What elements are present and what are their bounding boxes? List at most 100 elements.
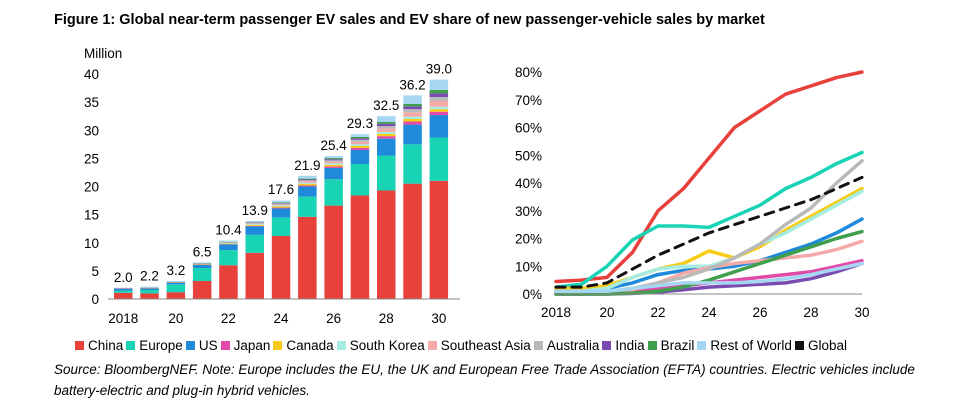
bar-china-2021 <box>192 281 212 299</box>
bar-canada-2024 <box>271 206 291 208</box>
legend-label: India <box>615 338 645 353</box>
bar-europe-2027 <box>350 164 370 196</box>
bar-rest-of-world-2028 <box>377 116 396 122</box>
line-x-tick-label: 22 <box>650 305 665 320</box>
bar-rest-of-world-2027 <box>350 134 370 137</box>
bar-canada-2027 <box>350 146 370 148</box>
line-y-tick-label: 50% <box>515 148 542 163</box>
line-y-tick-label: 30% <box>515 204 542 219</box>
bar-south-korea-2028 <box>377 131 396 134</box>
bar-us-2021 <box>192 264 212 269</box>
bar-south-korea-2021 <box>192 263 212 265</box>
bar-europe-2021 <box>192 268 212 281</box>
bar-japan-2025 <box>298 185 317 187</box>
bar-china-2018 <box>114 292 133 299</box>
bar-china-2029 <box>403 183 422 299</box>
bar-europe-2020 <box>166 284 186 293</box>
bar-india-2029 <box>403 106 422 110</box>
bar-india-2027 <box>350 138 370 140</box>
legend-item-brazil: Brazil <box>647 338 695 353</box>
bar-x-tick-label: 20 <box>168 311 183 326</box>
legend-swatch <box>794 341 804 350</box>
bar-australia-2029 <box>403 109 422 113</box>
bar-europe-2019 <box>140 290 159 294</box>
line-y-tick-label: 60% <box>515 121 542 136</box>
legend-label: US <box>198 338 218 353</box>
legend-label: Canada <box>286 338 334 353</box>
bar-canada-2030 <box>429 109 449 112</box>
bar-australia-2025 <box>298 180 317 182</box>
bar-china-2019 <box>140 293 159 299</box>
legend: China Europe US Japan Canada South Korea South… <box>75 338 850 353</box>
bar-chart-total-labels: 2.0 2.2 3.2 6.510.413.917.621.925.4 29.332.5… <box>114 62 452 285</box>
bar-southeast-asia-2028 <box>377 128 396 132</box>
bar-brazil-2025 <box>298 178 317 180</box>
bar-canada-2023 <box>245 225 264 226</box>
line-x-tick-label: 20 <box>599 305 614 320</box>
bar-y-tick-label: 0 <box>91 292 99 307</box>
line-chart-y-ticks: 0% 10% 20% 30% 40% 50% 60% 70% 80% <box>515 65 542 302</box>
bar-x-tick-label: 24 <box>274 311 290 326</box>
bar-total-label: 25.4 <box>321 138 348 153</box>
bar-australia-2028 <box>377 126 396 129</box>
bar-rest-of-world-2021 <box>192 262 212 264</box>
bar-y-tick-label: 15 <box>84 208 99 223</box>
legend-label: Japan <box>233 338 271 353</box>
bar-europe-2018 <box>114 290 133 293</box>
bar-chart-y-axis-label: Million <box>84 46 122 61</box>
bar-canada-2025 <box>298 183 317 186</box>
bar-australia-2027 <box>350 139 370 142</box>
bar-rest-of-world-2024 <box>271 200 291 203</box>
bar-australia-2026 <box>324 160 343 162</box>
line-x-tick-label: 2018 <box>541 305 571 320</box>
line-y-tick-label: 20% <box>515 232 542 247</box>
bar-japan-2023 <box>245 225 264 227</box>
legend-item-south-korea: South Korea <box>336 338 425 353</box>
bar-total-label: 32.5 <box>373 98 399 113</box>
bar-total-label: 13.9 <box>242 203 268 218</box>
bar-china-2023 <box>245 252 264 299</box>
bar-south-korea-2026 <box>324 163 343 165</box>
legend-label: Global <box>807 338 847 353</box>
legend-swatch <box>75 341 84 350</box>
bar-brazil-2028 <box>377 121 396 124</box>
bar-brazil-2027 <box>350 137 370 139</box>
legend-label: Brazil <box>660 338 695 353</box>
figure-charts: Million 0 5 10 15 20 25 30 35 40 2.0 2.2 3.2 6.510.… <box>84 46 870 326</box>
line-chart: 0%10%20%30%40%50%60%70%80% 2018 20 22 24 26 2… <box>515 65 870 320</box>
bar-us-2029 <box>403 124 422 145</box>
bar-brazil-2026 <box>324 158 343 160</box>
bar-brazil-2029 <box>403 103 422 107</box>
bar-total-label: 2.2 <box>140 269 159 284</box>
bar-europe-2029 <box>403 144 422 184</box>
legend-label: Southeast Asia <box>440 338 531 353</box>
legend-swatch <box>220 341 230 350</box>
bar-europe-2025 <box>298 196 317 217</box>
line-x-tick-label: 24 <box>701 305 717 320</box>
bar-us-2025 <box>298 186 317 197</box>
bar-chart-x-ticks: 2018 20 22 24 26 28 30 <box>108 311 446 326</box>
bar-x-tick-label: 26 <box>326 311 341 326</box>
line-y-tick-label: 80% <box>515 65 542 80</box>
bar-southeast-asia-2025 <box>298 181 317 183</box>
line-y-tick-label: 40% <box>515 176 542 191</box>
bar-china-2020 <box>166 292 186 299</box>
bar-japan-2026 <box>324 166 343 168</box>
legend-swatch <box>602 341 612 350</box>
legend-swatch <box>273 341 283 350</box>
legend-swatch <box>647 341 657 350</box>
bar-total-label: 21.9 <box>294 158 320 173</box>
bar-australia-2024 <box>271 203 291 205</box>
bar-total-label: 29.3 <box>347 116 373 131</box>
bar-us-2020 <box>166 282 186 285</box>
bar-us-2026 <box>324 167 343 180</box>
bar-australia-2030 <box>429 97 449 101</box>
bar-rest-of-world-2020 <box>166 281 186 282</box>
bar-canada-2028 <box>377 133 396 137</box>
bar-chart-bars <box>114 79 449 299</box>
bar-china-2027 <box>350 195 370 299</box>
line-x-tick-label: 30 <box>854 305 869 320</box>
bar-us-2018 <box>114 288 133 291</box>
figure-title: Figure 1: Global near-term passenger EV … <box>54 12 765 28</box>
legend-item-global: Global <box>794 338 847 353</box>
